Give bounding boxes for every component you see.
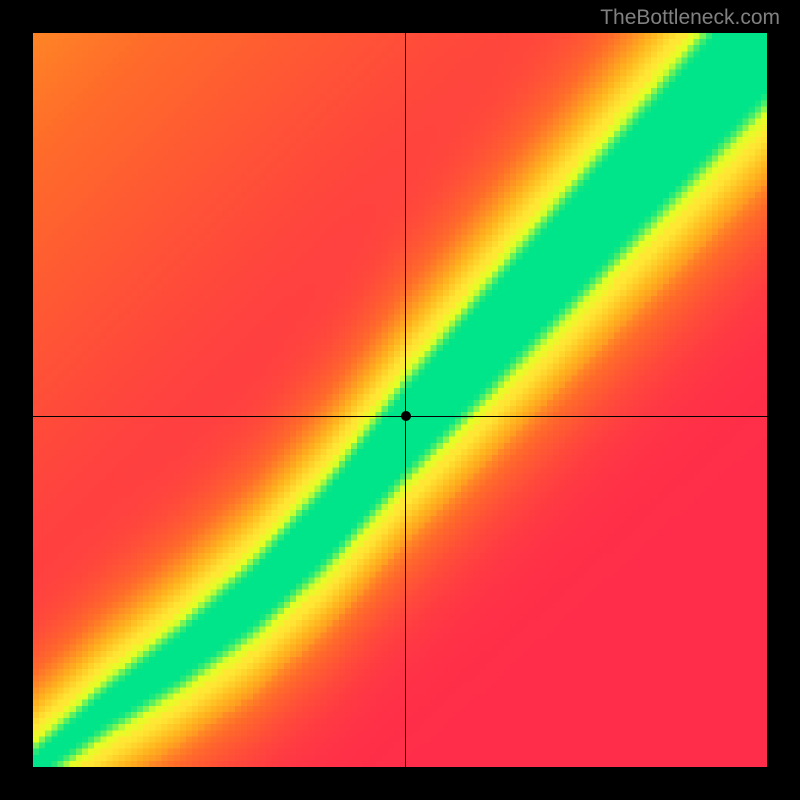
crosshair-marker-dot [401,411,411,421]
chart-wrapper: TheBottleneck.com [0,0,800,800]
attribution-text: TheBottleneck.com [600,6,780,30]
crosshair-vertical [405,33,406,767]
bottleneck-heatmap [33,33,767,767]
heatmap-plot-area [33,33,767,767]
